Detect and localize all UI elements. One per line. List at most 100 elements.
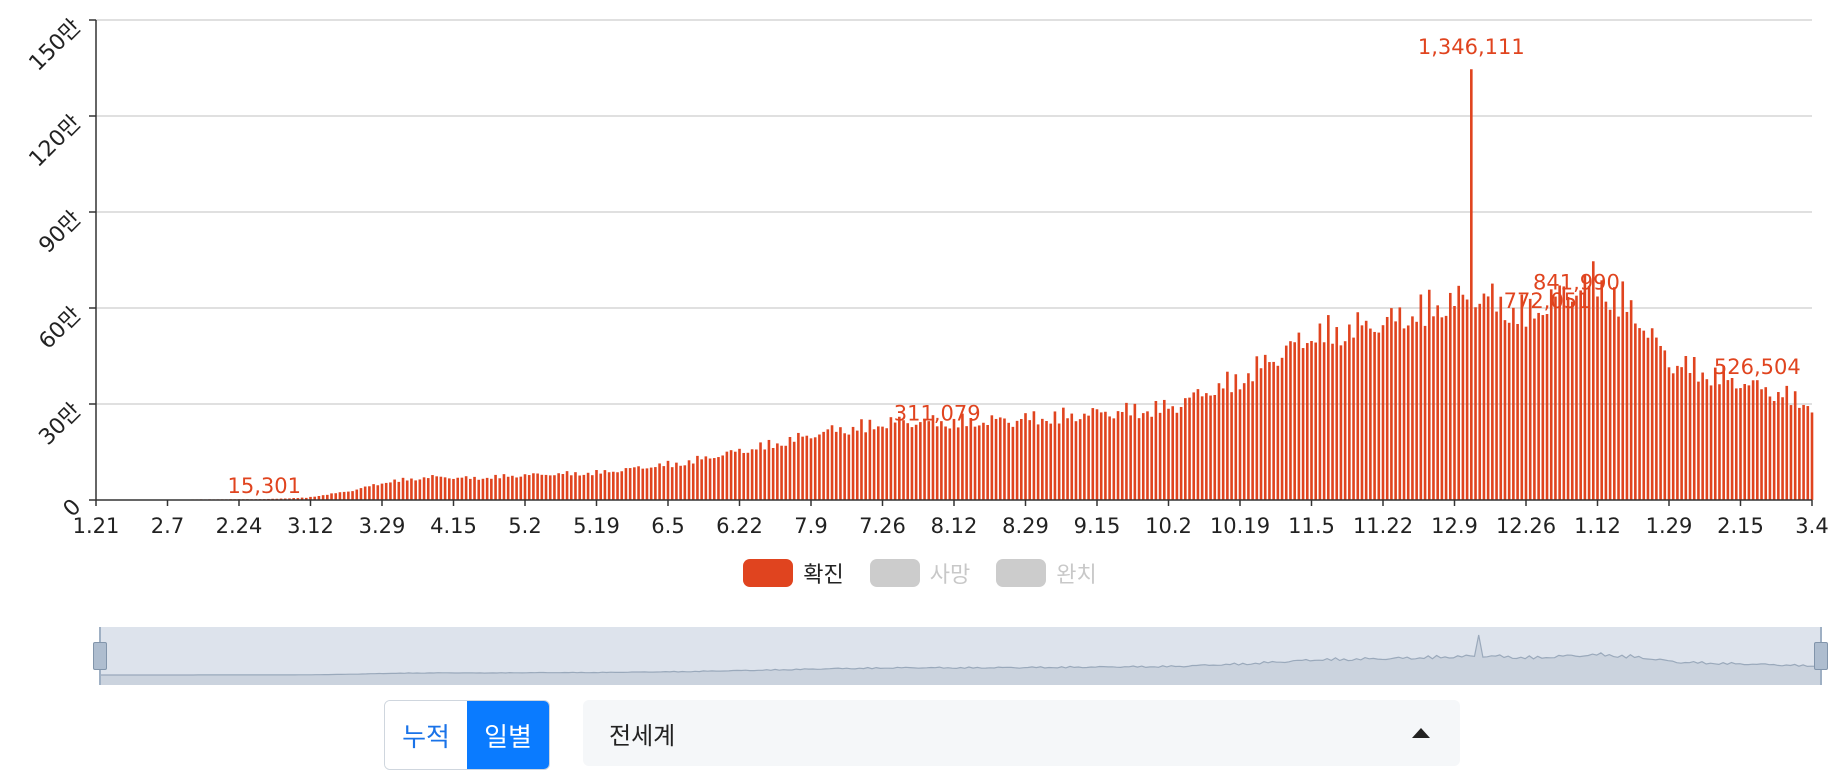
bar — [818, 434, 821, 500]
bar — [742, 452, 746, 500]
bar — [283, 498, 287, 500]
bar — [1209, 395, 1212, 500]
bar — [1230, 392, 1233, 500]
bar — [1381, 325, 1385, 500]
bar — [1184, 398, 1187, 500]
bar — [313, 496, 317, 500]
bar — [633, 467, 636, 500]
bar — [1453, 306, 1456, 500]
bar — [1066, 418, 1069, 500]
bar — [1638, 328, 1641, 500]
bar — [443, 477, 447, 500]
bar — [1268, 362, 1271, 500]
bar — [1251, 381, 1254, 500]
bar — [956, 427, 960, 500]
bar — [1360, 325, 1364, 500]
bar — [1503, 320, 1507, 500]
bar — [1608, 309, 1612, 500]
bar — [776, 443, 779, 500]
bar — [1810, 412, 1814, 500]
bar — [1739, 388, 1742, 500]
bar — [847, 434, 851, 500]
bar — [637, 466, 640, 500]
bar — [940, 421, 943, 500]
bar — [1062, 407, 1065, 500]
bar — [1293, 342, 1296, 500]
legend-item-recovered[interactable]: 완치 — [996, 557, 1097, 589]
bar — [876, 426, 880, 500]
bar — [1524, 326, 1528, 500]
region-select[interactable]: 전세계 — [583, 700, 1460, 766]
bar — [1011, 426, 1015, 500]
bar — [540, 474, 544, 500]
zoom-handle-right[interactable] — [1814, 642, 1828, 670]
bar — [1806, 406, 1810, 500]
bar — [780, 445, 783, 500]
x-tick-label: 7.9 — [794, 514, 827, 538]
legend-item-confirmed[interactable]: 확진 — [743, 557, 844, 589]
bar — [1213, 394, 1217, 500]
bar — [927, 421, 931, 500]
bar — [675, 462, 678, 500]
bar — [334, 493, 338, 500]
bar — [750, 449, 754, 500]
cumulative-button[interactable]: 누적 — [385, 701, 467, 769]
bar — [565, 471, 569, 500]
x-tick-label: 5.2 — [508, 514, 541, 538]
bar — [494, 474, 497, 500]
bar — [1158, 412, 1162, 500]
bar — [704, 456, 708, 500]
legend-item-deaths[interactable]: 사망 — [869, 557, 970, 589]
bar — [1768, 396, 1772, 500]
bar-series-confirmed — [94, 69, 1814, 500]
bar — [881, 426, 884, 500]
bar — [1697, 381, 1700, 500]
bar — [1491, 283, 1494, 500]
bar — [721, 455, 724, 500]
bar — [288, 498, 291, 500]
bar — [868, 419, 872, 500]
bar — [414, 480, 417, 500]
bar — [380, 483, 384, 500]
bar — [624, 468, 628, 500]
bar — [1377, 332, 1381, 500]
bar — [1150, 416, 1153, 500]
legend-swatch-deaths — [869, 559, 920, 587]
bar — [439, 476, 443, 500]
bar — [1234, 374, 1238, 500]
zoom-handle-left[interactable] — [93, 642, 107, 670]
bar — [599, 473, 603, 500]
bar — [368, 486, 371, 500]
bar — [1512, 307, 1515, 500]
bar — [418, 479, 422, 500]
bar — [1671, 373, 1675, 500]
bar — [1125, 402, 1128, 500]
legend-label-confirmed: 확진 — [803, 563, 844, 588]
bar — [1398, 307, 1402, 500]
bar — [1364, 320, 1368, 500]
bar — [1305, 343, 1309, 500]
bar — [1095, 409, 1099, 500]
bar — [759, 442, 762, 500]
bar — [1798, 407, 1801, 500]
x-tick-label: 2.24 — [216, 514, 263, 538]
x-tick-label: 1.29 — [1646, 514, 1693, 538]
x-tick-label: 3.29 — [359, 514, 406, 538]
x-tick-label: 1.21 — [73, 514, 120, 538]
y-tick-label: 120만 — [25, 111, 87, 173]
bar — [355, 489, 359, 500]
bar — [1167, 408, 1170, 500]
bar — [1777, 392, 1780, 500]
bar — [1280, 357, 1284, 500]
bar — [994, 418, 998, 500]
bar — [1348, 324, 1351, 500]
y-tick-label: 90만 — [34, 207, 86, 259]
bar — [536, 473, 539, 500]
daily-button[interactable]: 일별 — [467, 701, 549, 769]
bar — [902, 420, 905, 500]
bar — [1533, 318, 1536, 500]
bar — [733, 451, 737, 500]
data-label: 841,990 — [1533, 271, 1620, 295]
bar — [1591, 261, 1595, 500]
zoom-range-slider[interactable] — [93, 627, 1828, 685]
